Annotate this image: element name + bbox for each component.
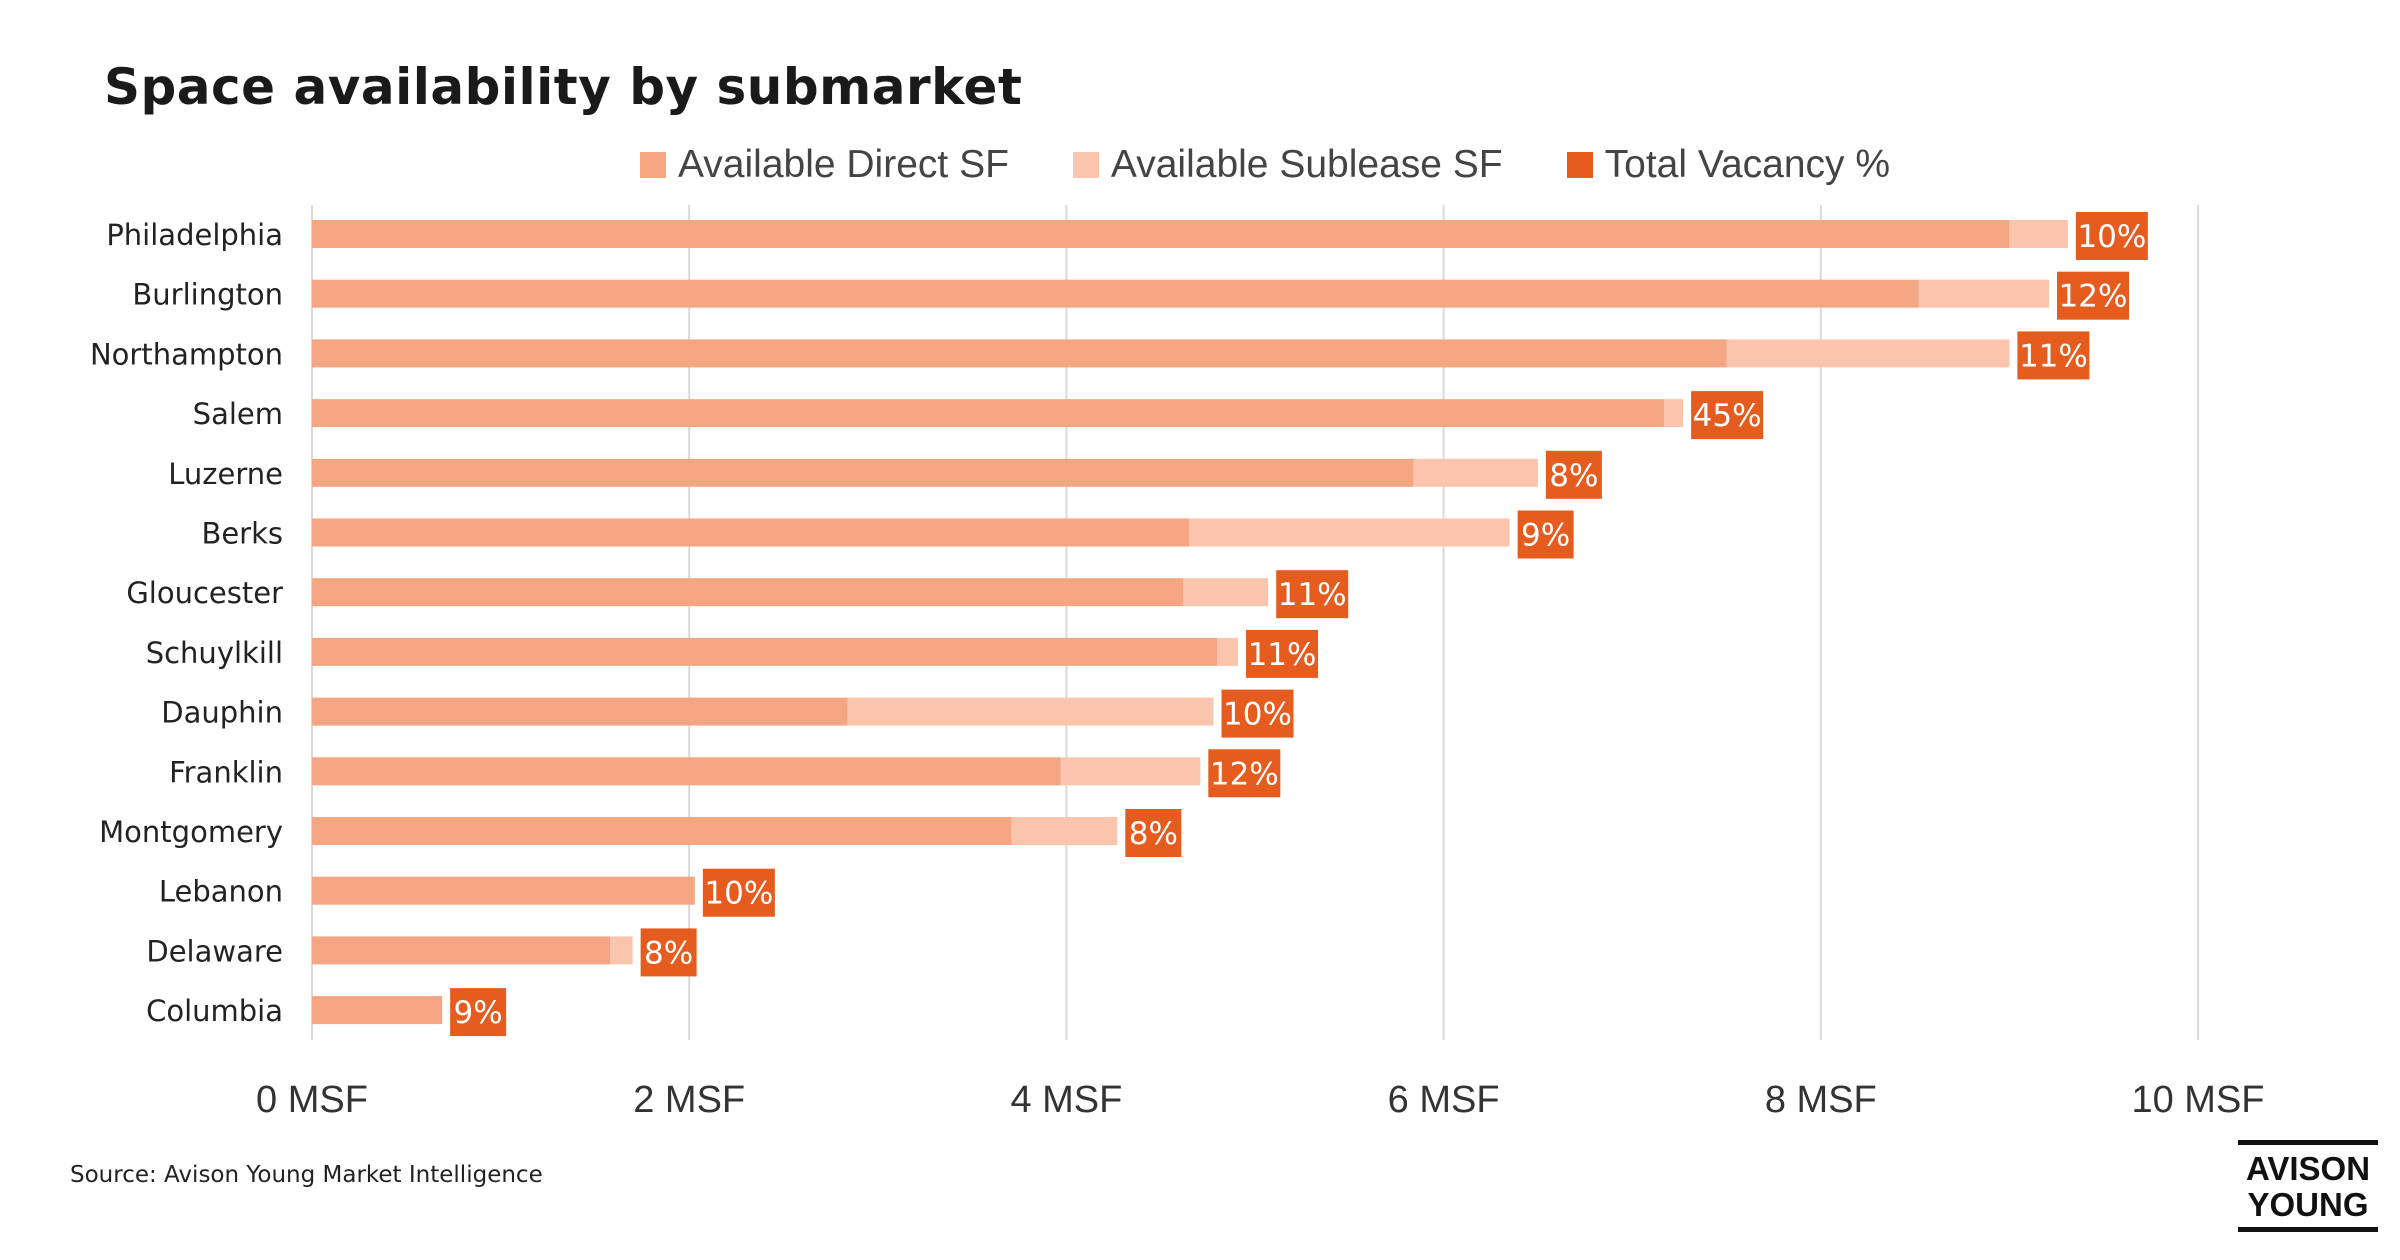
category-label: Schuylkill bbox=[146, 636, 283, 670]
legend-label-direct: Available Direct SF bbox=[678, 143, 1009, 186]
category-label: Berks bbox=[201, 517, 283, 551]
legend-swatch-vacancy bbox=[1566, 152, 1593, 178]
vacancy-label-box bbox=[450, 988, 507, 1037]
bar-direct bbox=[312, 279, 1919, 308]
vacancy-label: 9% bbox=[1521, 518, 1570, 554]
bar-sublease bbox=[1664, 399, 1684, 428]
vacancy-label: 9% bbox=[454, 995, 503, 1031]
vacancy-label: 12% bbox=[1210, 756, 1279, 792]
vacancy-label: 11% bbox=[1248, 637, 1317, 673]
vacancy-label-box bbox=[1276, 570, 1349, 619]
category-label: Franklin bbox=[169, 755, 283, 789]
bar-direct bbox=[312, 936, 610, 965]
x-tick-label: 2 MSF bbox=[633, 1079, 745, 1121]
vacancy-label: 10% bbox=[704, 876, 773, 912]
bar-direct bbox=[312, 458, 1414, 487]
category-label: Gloucester bbox=[126, 576, 283, 610]
bar-direct bbox=[312, 220, 2010, 248]
logo-line-2: YOUNG bbox=[2247, 1186, 2369, 1223]
bar-direct bbox=[312, 399, 1665, 428]
legend-swatch-direct bbox=[640, 152, 666, 178]
vacancy-label-box bbox=[640, 928, 697, 977]
logo-line-1: AVISON bbox=[2245, 1150, 2371, 1187]
bar-direct bbox=[312, 578, 1184, 607]
category-label: Columbia bbox=[146, 994, 283, 1028]
bar-sublease bbox=[1413, 458, 1538, 487]
bar-sublease bbox=[1011, 817, 1118, 845]
vacancy-label: 8% bbox=[1549, 458, 1598, 494]
vacancy-label-box bbox=[1208, 749, 1281, 798]
x-tick-label: 4 MSF bbox=[1010, 1079, 1122, 1121]
legend-label-vacancy: Total Vacancy % bbox=[1604, 143, 1891, 186]
category-label: Lebanon bbox=[159, 875, 283, 909]
bar-sublease bbox=[1183, 578, 1269, 607]
vacancy-label: 10% bbox=[2077, 219, 2146, 255]
x-tick-label: 6 MSF bbox=[1388, 1079, 1500, 1121]
bar-direct bbox=[312, 817, 1012, 845]
vacancy-label: 45% bbox=[1693, 398, 1762, 434]
vacancy-label: 8% bbox=[1129, 816, 1178, 852]
bar-direct bbox=[312, 637, 1218, 666]
vacancy-label-box bbox=[2057, 271, 2130, 320]
vacancy-label: 11% bbox=[1278, 577, 1347, 613]
x-tick-label: 8 MSF bbox=[1765, 1079, 1877, 1121]
vacancy-label-box bbox=[1246, 629, 1319, 678]
bar-sublease bbox=[609, 936, 633, 965]
category-label: Delaware bbox=[146, 934, 283, 968]
x-tick-label: 10 MSF bbox=[2131, 1079, 2264, 1121]
source-note: Source: Avison Young Market Intelligence bbox=[70, 1162, 543, 1188]
vacancy-label-box bbox=[2075, 212, 2148, 260]
bar-sublease bbox=[1060, 757, 1201, 786]
category-label: Luzerne bbox=[168, 457, 283, 491]
bar-direct bbox=[312, 876, 695, 905]
bar-sublease bbox=[1726, 339, 2010, 368]
vacancy-label-box bbox=[1517, 510, 1574, 559]
vacancy-label: 10% bbox=[1223, 697, 1292, 733]
bar-direct bbox=[312, 518, 1189, 547]
bar-direct bbox=[312, 697, 848, 726]
vacancy-label: 11% bbox=[2019, 338, 2088, 374]
vacancy-label-box bbox=[1545, 450, 1602, 499]
category-label: Philadelphia bbox=[106, 218, 283, 252]
vacancy-label-box bbox=[702, 868, 775, 917]
category-label: Northampton bbox=[90, 337, 283, 371]
category-label: Burlington bbox=[132, 278, 283, 312]
category-label: Montgomery bbox=[99, 815, 283, 849]
category-label: Salem bbox=[193, 397, 283, 431]
bar-direct bbox=[312, 339, 1727, 368]
avison-young-logo: AVISON YOUNG bbox=[2238, 1140, 2378, 1232]
bar-sublease bbox=[1217, 637, 1239, 666]
vacancy-label: 8% bbox=[644, 935, 693, 971]
chart-title: Space availability by submarket bbox=[104, 58, 1023, 116]
bar-sublease bbox=[1188, 518, 1510, 547]
bar-direct bbox=[312, 757, 1061, 786]
category-label: Dauphin bbox=[161, 696, 283, 730]
legend-swatch-sublease bbox=[1072, 152, 1099, 178]
vacancy-label-box bbox=[1125, 809, 1182, 857]
legend-item-direct: Available Direct SF bbox=[640, 143, 1009, 187]
legend-label-sublease: Available Sublease SF bbox=[1110, 143, 1503, 186]
vacancy-label: 12% bbox=[2059, 279, 2128, 315]
bar-direct bbox=[312, 996, 443, 1025]
bar-sublease bbox=[1918, 279, 2050, 308]
vacancy-label-box bbox=[1691, 391, 1764, 440]
vacancy-label-box bbox=[2017, 331, 2090, 380]
vacancy-label-box bbox=[1221, 689, 1294, 738]
bar-sublease bbox=[847, 697, 1214, 726]
legend: Available Direct SF Available Sublease S… bbox=[640, 143, 1954, 187]
bar-sublease bbox=[2009, 220, 2068, 248]
legend-item-sublease: Available Sublease SF bbox=[1072, 143, 1503, 187]
legend-item-vacancy: Total Vacancy % bbox=[1566, 143, 1891, 187]
x-tick-label: 0 MSF bbox=[256, 1079, 368, 1121]
